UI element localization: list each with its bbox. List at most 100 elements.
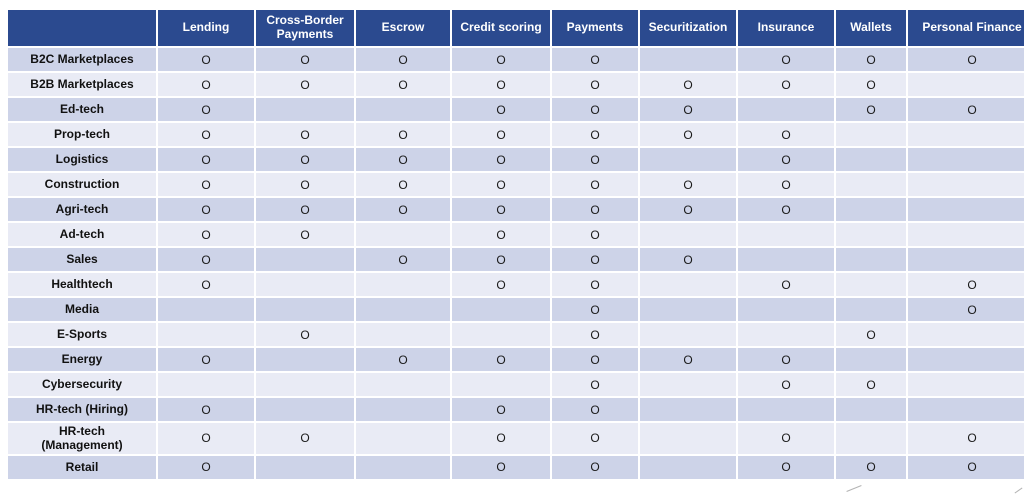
matrix-cell: O xyxy=(356,73,450,96)
matrix-cell xyxy=(908,348,1024,371)
row-label: Retail xyxy=(8,455,156,479)
matrix-cell: O xyxy=(738,148,834,171)
matrix-body: B2C Marketplaces O O O O O O O O B2B Marketplaces… xyxy=(8,48,1024,479)
matrix-cell xyxy=(908,73,1024,96)
matrix-cell: O xyxy=(738,173,834,196)
matrix-cell: O xyxy=(552,123,638,146)
matrix-cell xyxy=(356,323,450,346)
matrix-cell: O xyxy=(256,323,354,346)
matrix-cell: O xyxy=(356,348,450,371)
matrix-cell: O xyxy=(836,323,906,346)
matrix-cell: O xyxy=(452,73,550,96)
matrix-cell xyxy=(640,423,736,454)
matrix-cell xyxy=(158,323,254,346)
matrix-cell: O xyxy=(836,48,906,71)
matrix-cell: O xyxy=(908,98,1024,121)
row-label: Ed-tech xyxy=(8,98,156,121)
matrix-cell: O xyxy=(738,348,834,371)
matrix-cell: O xyxy=(908,455,1024,479)
matrix-cell: O xyxy=(738,455,834,479)
row-label: Media xyxy=(8,298,156,321)
matrix-cell xyxy=(836,123,906,146)
matrix-cell: O xyxy=(256,48,354,71)
table-row-sales: Sales O O O O O xyxy=(8,248,1024,271)
matrix-cell xyxy=(908,373,1024,396)
matrix-cell: O xyxy=(158,273,254,296)
stray-mark xyxy=(846,485,862,492)
matrix-cell: O xyxy=(158,398,254,421)
matrix-cell xyxy=(356,423,450,454)
matrix-cell: O xyxy=(640,73,736,96)
matrix-cell: O xyxy=(552,73,638,96)
matrix-cell xyxy=(908,248,1024,271)
matrix-cell: O xyxy=(356,123,450,146)
matrix-cell: O xyxy=(158,173,254,196)
matrix-cell: O xyxy=(452,173,550,196)
matrix-cell: O xyxy=(836,455,906,479)
matrix-cell xyxy=(356,398,450,421)
row-label: Healthtech xyxy=(8,273,156,296)
matrix-cell xyxy=(158,298,254,321)
matrix-cell: O xyxy=(552,223,638,246)
matrix-cell: O xyxy=(452,123,550,146)
matrix-cell: O xyxy=(738,48,834,71)
matrix-cell: O xyxy=(738,273,834,296)
table-row-prop-tech: Prop-tech O O O O O O O xyxy=(8,123,1024,146)
matrix-cell xyxy=(640,223,736,246)
matrix-cell: O xyxy=(256,423,354,454)
row-label: E-Sports xyxy=(8,323,156,346)
matrix-cell: O xyxy=(552,148,638,171)
matrix-cell xyxy=(738,223,834,246)
matrix-cell xyxy=(356,298,450,321)
matrix-cell: O xyxy=(640,123,736,146)
matrix-cell xyxy=(836,223,906,246)
matrix-cell: O xyxy=(738,423,834,454)
matrix-cell: O xyxy=(640,98,736,121)
matrix-cell xyxy=(836,173,906,196)
matrix-cell: O xyxy=(552,298,638,321)
matrix-cell xyxy=(640,398,736,421)
matrix-cell: O xyxy=(552,198,638,221)
corner-header-cell xyxy=(8,10,156,46)
matrix-cell xyxy=(256,98,354,121)
matrix-cell xyxy=(356,373,450,396)
matrix-cell xyxy=(836,348,906,371)
matrix-cell: O xyxy=(256,223,354,246)
matrix-cell: O xyxy=(552,248,638,271)
matrix-cell: O xyxy=(452,348,550,371)
row-label: Prop-tech xyxy=(8,123,156,146)
column-header-cross-border-payments: Cross-Border Payments xyxy=(256,10,354,46)
matrix-cell xyxy=(908,123,1024,146)
matrix-cell: O xyxy=(356,48,450,71)
table-row-e-sports: E-Sports O O O xyxy=(8,323,1024,346)
matrix-cell: O xyxy=(640,248,736,271)
matrix-cell: O xyxy=(452,248,550,271)
column-header-escrow: Escrow xyxy=(356,10,450,46)
matrix-cell: O xyxy=(452,148,550,171)
matrix-cell: O xyxy=(552,173,638,196)
matrix-cell xyxy=(836,198,906,221)
row-label: Cybersecurity xyxy=(8,373,156,396)
matrix-cell xyxy=(738,323,834,346)
column-header-payments: Payments xyxy=(552,10,638,46)
column-header-wallets: Wallets xyxy=(836,10,906,46)
matrix-cell xyxy=(256,273,354,296)
matrix-cell xyxy=(356,273,450,296)
table-row-b2c-marketplaces: B2C Marketplaces O O O O O O O O xyxy=(8,48,1024,71)
matrix-cell xyxy=(640,273,736,296)
capability-matrix-table: Lending Cross-Border Payments Escrow Credit… xyxy=(6,8,1024,481)
matrix-cell: O xyxy=(452,398,550,421)
matrix-cell xyxy=(908,198,1024,221)
table-row-media: Media O O xyxy=(8,298,1024,321)
matrix-cell: O xyxy=(158,198,254,221)
matrix-cell xyxy=(908,398,1024,421)
table-row-retail: Retail O O O O O O xyxy=(8,455,1024,479)
table-row-energy: Energy O O O O O O xyxy=(8,348,1024,371)
matrix-cell xyxy=(356,223,450,246)
matrix-cell: O xyxy=(640,198,736,221)
matrix-cell xyxy=(452,323,550,346)
matrix-cell: O xyxy=(552,323,638,346)
matrix-cell: O xyxy=(738,123,834,146)
matrix-cell xyxy=(836,273,906,296)
